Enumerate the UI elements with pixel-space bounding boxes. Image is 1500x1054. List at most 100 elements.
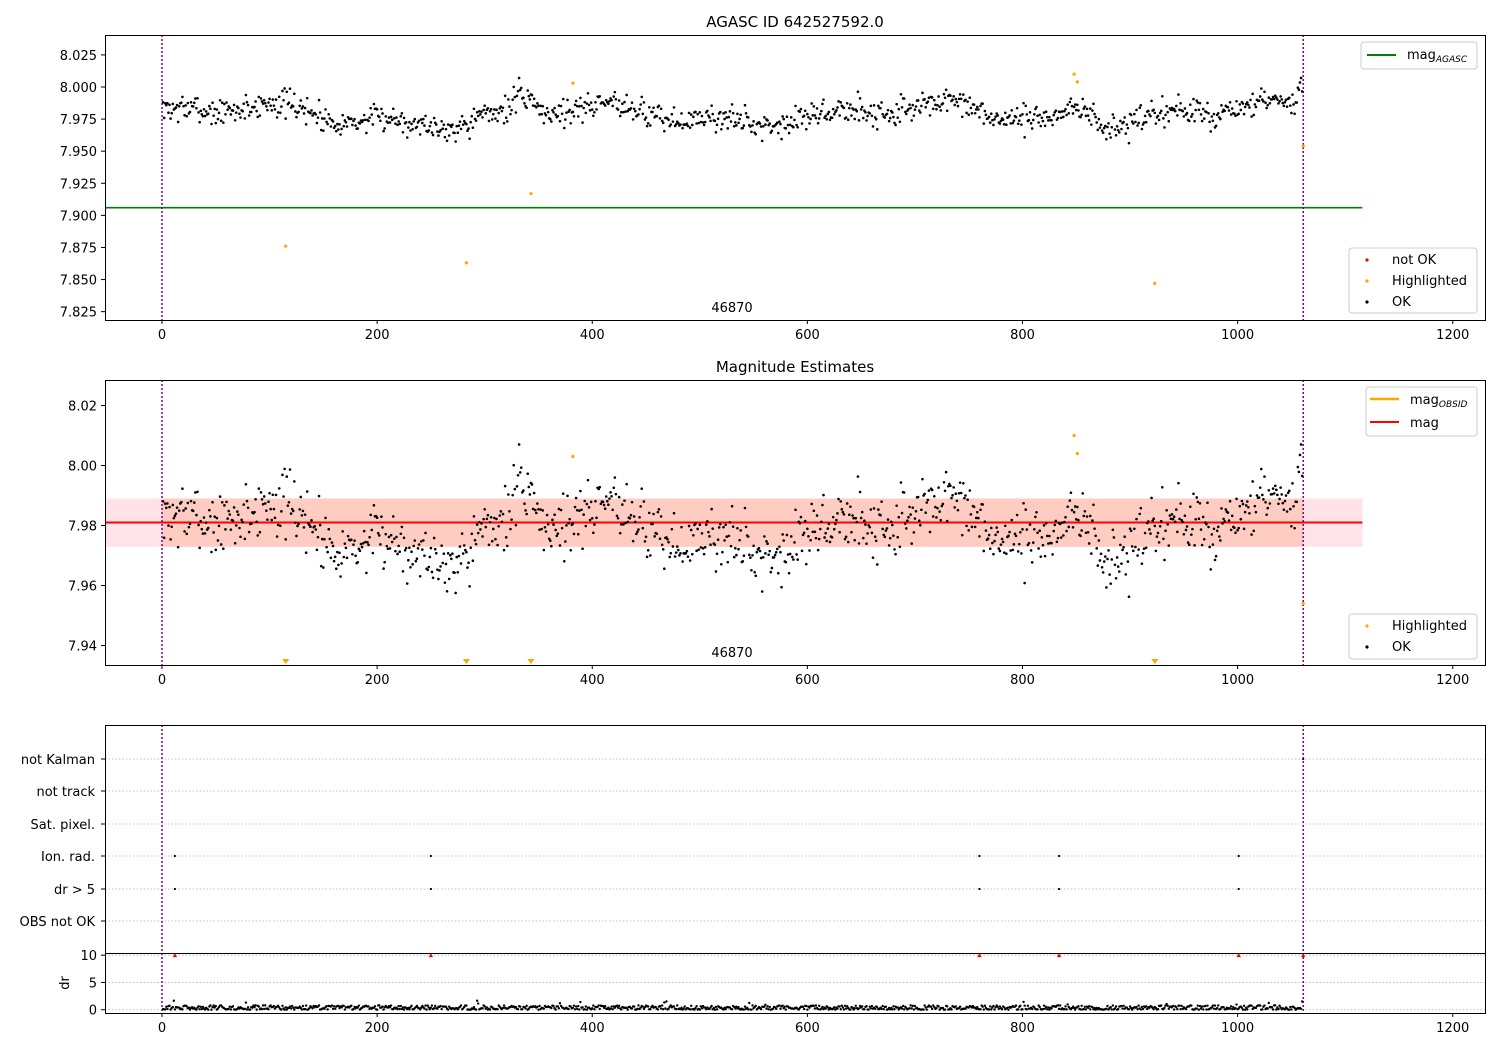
ok-point	[444, 127, 448, 131]
ok-point	[977, 108, 980, 111]
ok-point	[1143, 114, 1147, 118]
ok-point	[793, 541, 796, 544]
dr-point	[710, 1004, 713, 1008]
ok-point	[161, 101, 165, 104]
ok-point	[842, 106, 846, 110]
ok-point	[789, 535, 793, 538]
ok-point	[342, 555, 346, 559]
legend-marker-not-ok	[1365, 258, 1369, 262]
ok-point	[1223, 520, 1227, 523]
ok-point	[659, 515, 663, 518]
ok-point	[262, 495, 266, 498]
dr-point	[231, 1005, 235, 1008]
ok-point	[706, 520, 709, 523]
ok-point	[225, 500, 228, 504]
ok-point	[855, 520, 859, 524]
ok-point	[1155, 535, 1159, 538]
dr-point	[424, 1004, 427, 1007]
ok-point	[1262, 498, 1265, 501]
dr-point	[1211, 1004, 1215, 1007]
ok-point	[1239, 517, 1243, 521]
ok-point	[616, 516, 620, 520]
ok-point	[689, 113, 693, 116]
ok-point	[222, 547, 225, 551]
ok-point	[1257, 99, 1261, 103]
ok-point	[643, 118, 647, 121]
ok-point	[965, 524, 968, 528]
dr-point	[542, 1007, 546, 1010]
x-tick-label-p4: 200	[365, 1021, 390, 1036]
ok-point	[869, 508, 873, 511]
ok-point	[844, 116, 848, 119]
ok-point	[746, 116, 750, 119]
ok-point	[1201, 515, 1205, 519]
ok-point	[1073, 505, 1077, 508]
ok-point	[967, 113, 971, 117]
ok-point	[256, 534, 260, 537]
ok-point	[838, 530, 841, 534]
ok-point	[329, 556, 333, 560]
ok-point	[1211, 119, 1215, 123]
ok-point	[232, 506, 236, 509]
ok-point	[872, 507, 876, 510]
dr-point	[833, 1006, 836, 1009]
ok-point	[384, 532, 388, 536]
dr-point	[690, 1004, 693, 1008]
ok-point	[939, 518, 943, 522]
ok-point	[412, 120, 415, 123]
ok-point	[1024, 508, 1028, 511]
ok-point	[1112, 116, 1116, 120]
ok-point	[938, 105, 941, 109]
ok-point	[632, 515, 636, 518]
dr-point	[420, 1006, 423, 1009]
ok-point	[1267, 488, 1271, 492]
dr-point	[1122, 1004, 1125, 1008]
dr-point	[896, 1006, 899, 1009]
dr-point	[267, 1008, 270, 1011]
ok-point	[514, 523, 518, 527]
y-tick-label-p2: 7.98	[68, 520, 97, 535]
ok-point	[1284, 494, 1288, 497]
ok-point	[1063, 109, 1066, 113]
ok-point	[1133, 112, 1136, 116]
ok-point	[455, 555, 459, 559]
ok-point	[1285, 105, 1289, 108]
ok-point	[233, 118, 237, 122]
ok-point	[344, 120, 348, 124]
ok-point	[1068, 499, 1072, 502]
dr-point	[557, 1007, 561, 1010]
dr-point	[912, 1008, 916, 1011]
dr-point	[389, 1004, 393, 1007]
ok-point	[358, 549, 362, 553]
ok-point	[177, 105, 181, 108]
dr-point	[343, 1008, 347, 1011]
ok-point	[1291, 93, 1294, 96]
ok-point	[799, 515, 803, 519]
ok-point	[823, 536, 826, 539]
ok-point	[445, 589, 449, 593]
panel2-frame	[105, 380, 1486, 666]
x-tick-label-p2: 1200	[1436, 673, 1469, 688]
ok-point	[641, 112, 645, 116]
ok-point	[490, 118, 494, 121]
ok-point	[1104, 555, 1107, 558]
dr-point	[611, 1008, 614, 1011]
ok-point	[981, 503, 984, 506]
ok-point	[537, 507, 540, 511]
dr-threshold-marker	[172, 953, 178, 958]
ok-point	[396, 552, 399, 556]
ok-point	[437, 134, 440, 137]
ok-point	[957, 97, 961, 101]
ok-point	[1012, 543, 1016, 546]
ok-point	[822, 98, 825, 101]
ok-point	[1300, 90, 1304, 93]
ok-point	[828, 118, 832, 122]
flag-point	[173, 887, 177, 891]
ok-point	[483, 507, 486, 511]
ok-point	[1198, 101, 1202, 105]
ok-point	[1077, 518, 1080, 522]
dr-point	[1025, 1008, 1028, 1011]
ok-point	[1238, 103, 1242, 106]
ok-point	[713, 119, 717, 123]
ok-point	[1020, 123, 1023, 126]
